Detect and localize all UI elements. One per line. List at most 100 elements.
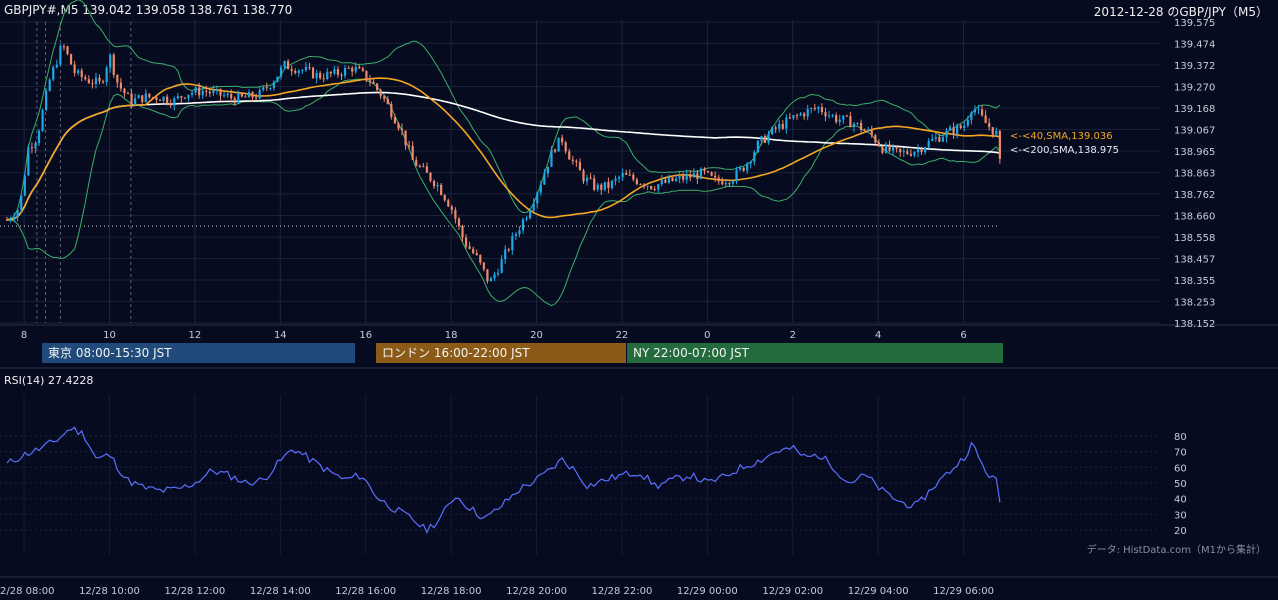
candle-body xyxy=(842,115,845,120)
candle-body xyxy=(561,137,564,143)
candle-body xyxy=(600,184,603,190)
candle-body xyxy=(34,143,37,149)
candle-body xyxy=(817,106,820,109)
price-tick-label: 138.253 xyxy=(1174,298,1215,309)
candlesticks xyxy=(5,43,1001,284)
candle-body xyxy=(977,109,980,111)
rsi-path xyxy=(6,426,1001,534)
candle-body xyxy=(105,67,108,83)
candle-body xyxy=(553,149,557,152)
rsi-axis: 80 70 60 50 40 30 20 xyxy=(1174,432,1187,537)
price-tick-label: 138.660 xyxy=(1174,212,1215,223)
candle-body xyxy=(792,115,795,119)
candle-body xyxy=(706,171,710,173)
price-tick-label: 138.863 xyxy=(1174,169,1215,180)
candle-body xyxy=(272,82,275,89)
candle-body xyxy=(55,64,58,68)
price-axis: 139.575 139.474 139.372 139.270 139.168 139.0… xyxy=(1174,18,1215,330)
candle-body xyxy=(443,194,446,201)
price-tick-label: 138.965 xyxy=(1174,147,1215,158)
bollinger-upper xyxy=(6,0,1001,221)
candle-body xyxy=(62,46,66,48)
candle-body xyxy=(973,109,977,113)
candle-body xyxy=(899,148,902,153)
candle-body xyxy=(874,135,877,143)
rsi-tick-label: 70 xyxy=(1174,448,1187,459)
candle-body xyxy=(838,119,841,122)
candle-body xyxy=(596,184,599,190)
candle-body xyxy=(198,87,201,96)
candle-body xyxy=(678,176,681,179)
candle-body xyxy=(664,179,667,183)
candle-body xyxy=(390,104,393,118)
candle-body xyxy=(112,54,115,75)
candle-body xyxy=(247,92,251,98)
candle-body xyxy=(144,93,147,102)
candle-body xyxy=(536,192,539,204)
candle-body xyxy=(436,184,439,187)
candle-body xyxy=(119,82,122,89)
candle-body xyxy=(585,177,589,182)
time-tick-label: 12/28 12:00 xyxy=(164,586,225,597)
candle-body xyxy=(685,174,688,180)
candle-body xyxy=(589,177,592,179)
candle-body xyxy=(731,181,735,184)
candle-body xyxy=(692,173,695,178)
candle-body xyxy=(927,140,930,148)
candle-body xyxy=(867,129,870,131)
candle-body xyxy=(482,262,485,270)
candle-body xyxy=(625,172,628,175)
rsi-line xyxy=(6,426,1001,534)
candle-body xyxy=(991,127,994,135)
candle-body xyxy=(315,72,318,79)
candle-body xyxy=(806,108,809,117)
candle-body xyxy=(41,110,44,132)
candle-body xyxy=(190,92,194,95)
hour-tick-label: 6 xyxy=(960,330,966,341)
candle-body xyxy=(457,218,461,226)
candle-body xyxy=(870,129,873,136)
candle-body xyxy=(126,93,130,95)
candle-body xyxy=(48,79,51,91)
time-tick-label: 12/29 06:00 xyxy=(933,586,994,597)
hour-tick-label: 18 xyxy=(445,330,458,341)
data-source-note: データ: HistData.com（M1から集計） xyxy=(1086,545,1266,556)
candle-body xyxy=(650,186,653,190)
candle-body xyxy=(514,234,517,236)
candle-body xyxy=(831,115,834,117)
candle-body xyxy=(408,145,411,147)
candle-body xyxy=(749,161,752,164)
candle-body xyxy=(696,173,699,179)
candle-body xyxy=(376,83,379,90)
candle-body xyxy=(863,129,866,131)
candle-body xyxy=(162,96,165,101)
candle-body xyxy=(888,144,891,151)
candle-body xyxy=(464,237,468,247)
candle-body xyxy=(924,147,927,153)
rsi-tick-label: 20 xyxy=(1174,526,1187,537)
candle-body xyxy=(617,177,621,179)
candle-body xyxy=(738,167,742,170)
candle-body xyxy=(141,95,144,102)
candle-body xyxy=(69,54,73,65)
candle-body xyxy=(564,142,567,152)
candle-body xyxy=(571,159,574,161)
candle-body xyxy=(130,93,133,105)
price-tick-label: 138.558 xyxy=(1174,233,1215,244)
candle-body xyxy=(489,278,493,282)
hour-tick-label: 8 xyxy=(21,330,27,341)
candle-body xyxy=(176,96,179,99)
candle-body xyxy=(269,88,272,90)
candle-body xyxy=(849,116,852,128)
candle-body xyxy=(767,134,770,143)
candle-body xyxy=(614,178,617,181)
candle-body xyxy=(329,71,332,74)
candle-body xyxy=(226,94,229,96)
chart-title: 2012-12-28 のGBP/JPY（M5） xyxy=(1093,5,1268,19)
price-tick-label: 139.270 xyxy=(1174,83,1215,94)
candle-body xyxy=(237,93,240,104)
hour-tick-label: 12 xyxy=(189,330,202,341)
candle-body xyxy=(343,67,347,76)
candle-body xyxy=(230,94,233,99)
